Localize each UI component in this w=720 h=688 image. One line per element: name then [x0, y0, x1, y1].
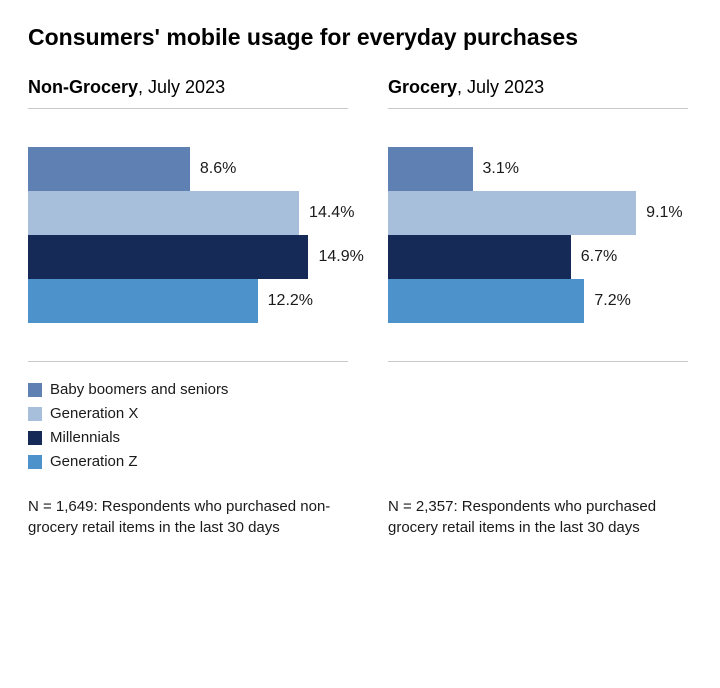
bar-label-gen_x: 14.4% [299, 204, 354, 222]
chart1-title-rest: , July 2023 [138, 77, 225, 97]
legend-label-baby_boomers: Baby boomers and seniors [50, 378, 228, 402]
bar-row-gen_x: 14.4% [28, 191, 348, 235]
footnote-non-grocery: N = 1,649: Respondents who purchased non… [28, 496, 348, 538]
chart2-title-bold: Grocery [388, 77, 457, 97]
legend-item-millennials: Millennials [28, 426, 692, 450]
bar-row-baby_boomers: 8.6% [28, 147, 348, 191]
bar-row-millennials: 6.7% [388, 235, 688, 279]
bar-row-millennials: 14.9% [28, 235, 348, 279]
chart1-bars: 8.6% 14.4%14.9% 12.2% [28, 109, 348, 361]
bar-label-baby_boomers: 3.1% [473, 160, 519, 178]
legend-item-gen_x: Generation X [28, 402, 692, 426]
chart1-subhead: Non-Grocery, July 2023 [28, 77, 348, 98]
bar-label-gen_x: 9.1% [636, 204, 682, 222]
bar-gen_x [388, 191, 636, 235]
page-title: Consumers' mobile usage for everyday pur… [28, 24, 692, 51]
chart-non-grocery: Non-Grocery, July 2023 8.6% 14.4%14.9% 12.… [28, 77, 348, 362]
chart2-bars: 3.1% 9.1% 6.7% 7.2% [388, 109, 688, 361]
legend-item-baby_boomers: Baby boomers and seniors [28, 378, 692, 402]
bar-row-gen_z: 12.2% [28, 279, 348, 323]
legend: Baby boomers and seniorsGeneration XMill… [28, 378, 692, 474]
bar-label-gen_z: 7.2% [584, 292, 630, 310]
legend-label-gen_z: Generation Z [50, 450, 138, 474]
legend-swatch-gen_x [28, 407, 42, 421]
bar-millennials [28, 235, 308, 279]
bar-row-gen_x: 9.1% [388, 191, 688, 235]
bar-row-baby_boomers: 3.1% [388, 147, 688, 191]
legend-swatch-millennials [28, 431, 42, 445]
chart2-subhead: Grocery, July 2023 [388, 77, 688, 98]
legend-item-gen_z: Generation Z [28, 450, 692, 474]
footnotes: N = 1,649: Respondents who purchased non… [28, 496, 692, 538]
bar-label-millennials: 14.9% [308, 248, 363, 266]
footnote-grocery: N = 2,357: Respondents who purchased gro… [388, 496, 688, 538]
bar-millennials [388, 235, 571, 279]
bar-row-gen_z: 7.2% [388, 279, 688, 323]
legend-swatch-gen_z [28, 455, 42, 469]
bar-gen_x [28, 191, 299, 235]
bar-baby_boomers [388, 147, 473, 191]
legend-swatch-baby_boomers [28, 383, 42, 397]
bar-gen_z [388, 279, 584, 323]
chart-grocery: Grocery, July 2023 3.1% 9.1% 6.7% 7.2% [388, 77, 688, 362]
legend-label-millennials: Millennials [50, 426, 120, 450]
charts-container: Non-Grocery, July 2023 8.6%14.4%14.9%12.… [28, 77, 692, 362]
chart1-divider-bottom [28, 361, 348, 362]
bar-label-baby_boomers: 8.6% [190, 160, 236, 178]
chart1-title-bold: Non-Grocery [28, 77, 138, 97]
bar-label-millennials: 6.7% [571, 248, 617, 266]
bar-label-gen_z: 12.2% [258, 292, 313, 310]
chart2-divider-bottom [388, 361, 688, 362]
chart2-title-rest: , July 2023 [457, 77, 544, 97]
legend-label-gen_x: Generation X [50, 402, 138, 426]
bar-gen_z [28, 279, 258, 323]
bar-baby_boomers [28, 147, 190, 191]
